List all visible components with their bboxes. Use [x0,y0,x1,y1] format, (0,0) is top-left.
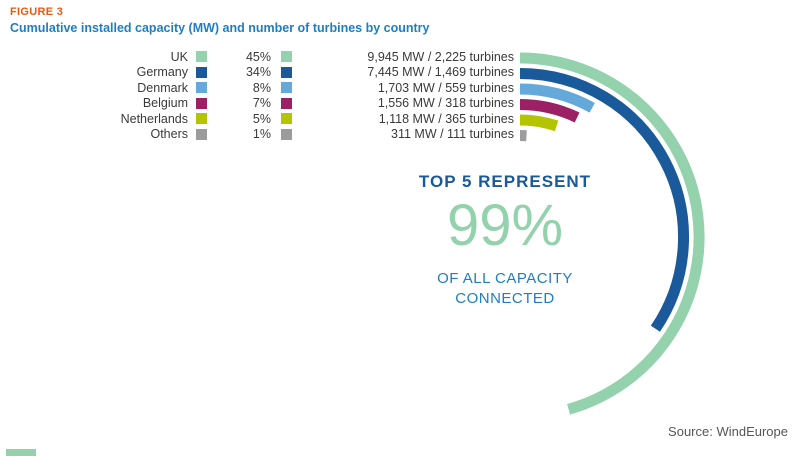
country-color-swatch [196,113,207,125]
arc-segment-denmark [519,83,595,113]
country-label: Belgium [142,96,188,111]
arc-segment-belgium [519,99,580,123]
percent-color-swatch [281,128,292,140]
legend-row-denmark: Denmark 8% 1,703 MW / 559 turbines [90,80,514,96]
legend-row-belgium: Belgium 7% 1,556 MW / 318 turbines [90,96,514,112]
legend-row-others: Others 1% 311 MW / 111 turbines [90,127,514,143]
country-label: Denmark [137,80,188,95]
country-color-swatch [196,97,207,109]
percent-color-swatch [281,113,292,125]
percent-color-swatch [281,97,292,109]
legend: UK 45% 9,945 MW / 2,225 turbines Germany… [90,49,514,142]
capacity-detail-label: 1,556 MW / 318 turbines [377,96,514,111]
capacity-detail-label: 311 MW / 111 turbines [391,127,514,142]
percent-label: 34% [245,65,271,80]
source-credit: Source: WindEurope [668,424,788,439]
center-annotation: TOP 5 REPRESENT 99% OF ALL CAPACITY CONN… [375,172,635,309]
percent-color-swatch [281,66,292,78]
capacity-caption-line2: CONNECTED [455,289,555,307]
capacity-detail-label: 1,118 MW / 365 turbines [378,111,514,126]
capacity-caption-line1: OF ALL CAPACITY [437,269,573,287]
country-color-swatch [196,128,207,140]
percent-label: 1% [252,127,271,142]
percent-label: 45% [245,49,271,64]
country-label: Others [150,127,188,142]
page-corner-decoration [6,449,36,456]
country-color-swatch [196,66,207,78]
percent-label: 5% [252,111,271,126]
percent-color-swatch [281,51,292,63]
legend-row-germany: Germany 34% 7,445 MW / 1,469 turbines [90,65,514,81]
capacity-detail-label: 1,703 MW / 559 turbines [377,80,514,95]
country-label: Germany [136,65,188,80]
big-percent-value: 99% [446,193,564,258]
country-label: Netherlands [120,111,188,126]
legend-row-uk: UK 45% 9,945 MW / 2,225 turbines [90,49,514,65]
percent-color-swatch [281,82,292,94]
top5-label: TOP 5 REPRESENT [418,172,592,191]
country-color-swatch [196,51,207,63]
figure-label: FIGURE 3 [10,6,64,18]
capacity-detail-label: 7,445 MW / 1,469 turbines [367,65,514,80]
legend-row-netherlands: Netherlands 5% 1,118 MW / 365 turbines [90,111,514,127]
capacity-detail-label: 9,945 MW / 2,225 turbines [367,49,514,64]
percent-label: 7% [252,96,271,111]
country-label: UK [170,49,188,64]
arc-segment-netherlands [519,114,559,132]
percent-label: 8% [252,80,271,95]
country-color-swatch [196,82,207,94]
figure-title: Cumulative installed capacity (MW) and n… [10,21,430,35]
